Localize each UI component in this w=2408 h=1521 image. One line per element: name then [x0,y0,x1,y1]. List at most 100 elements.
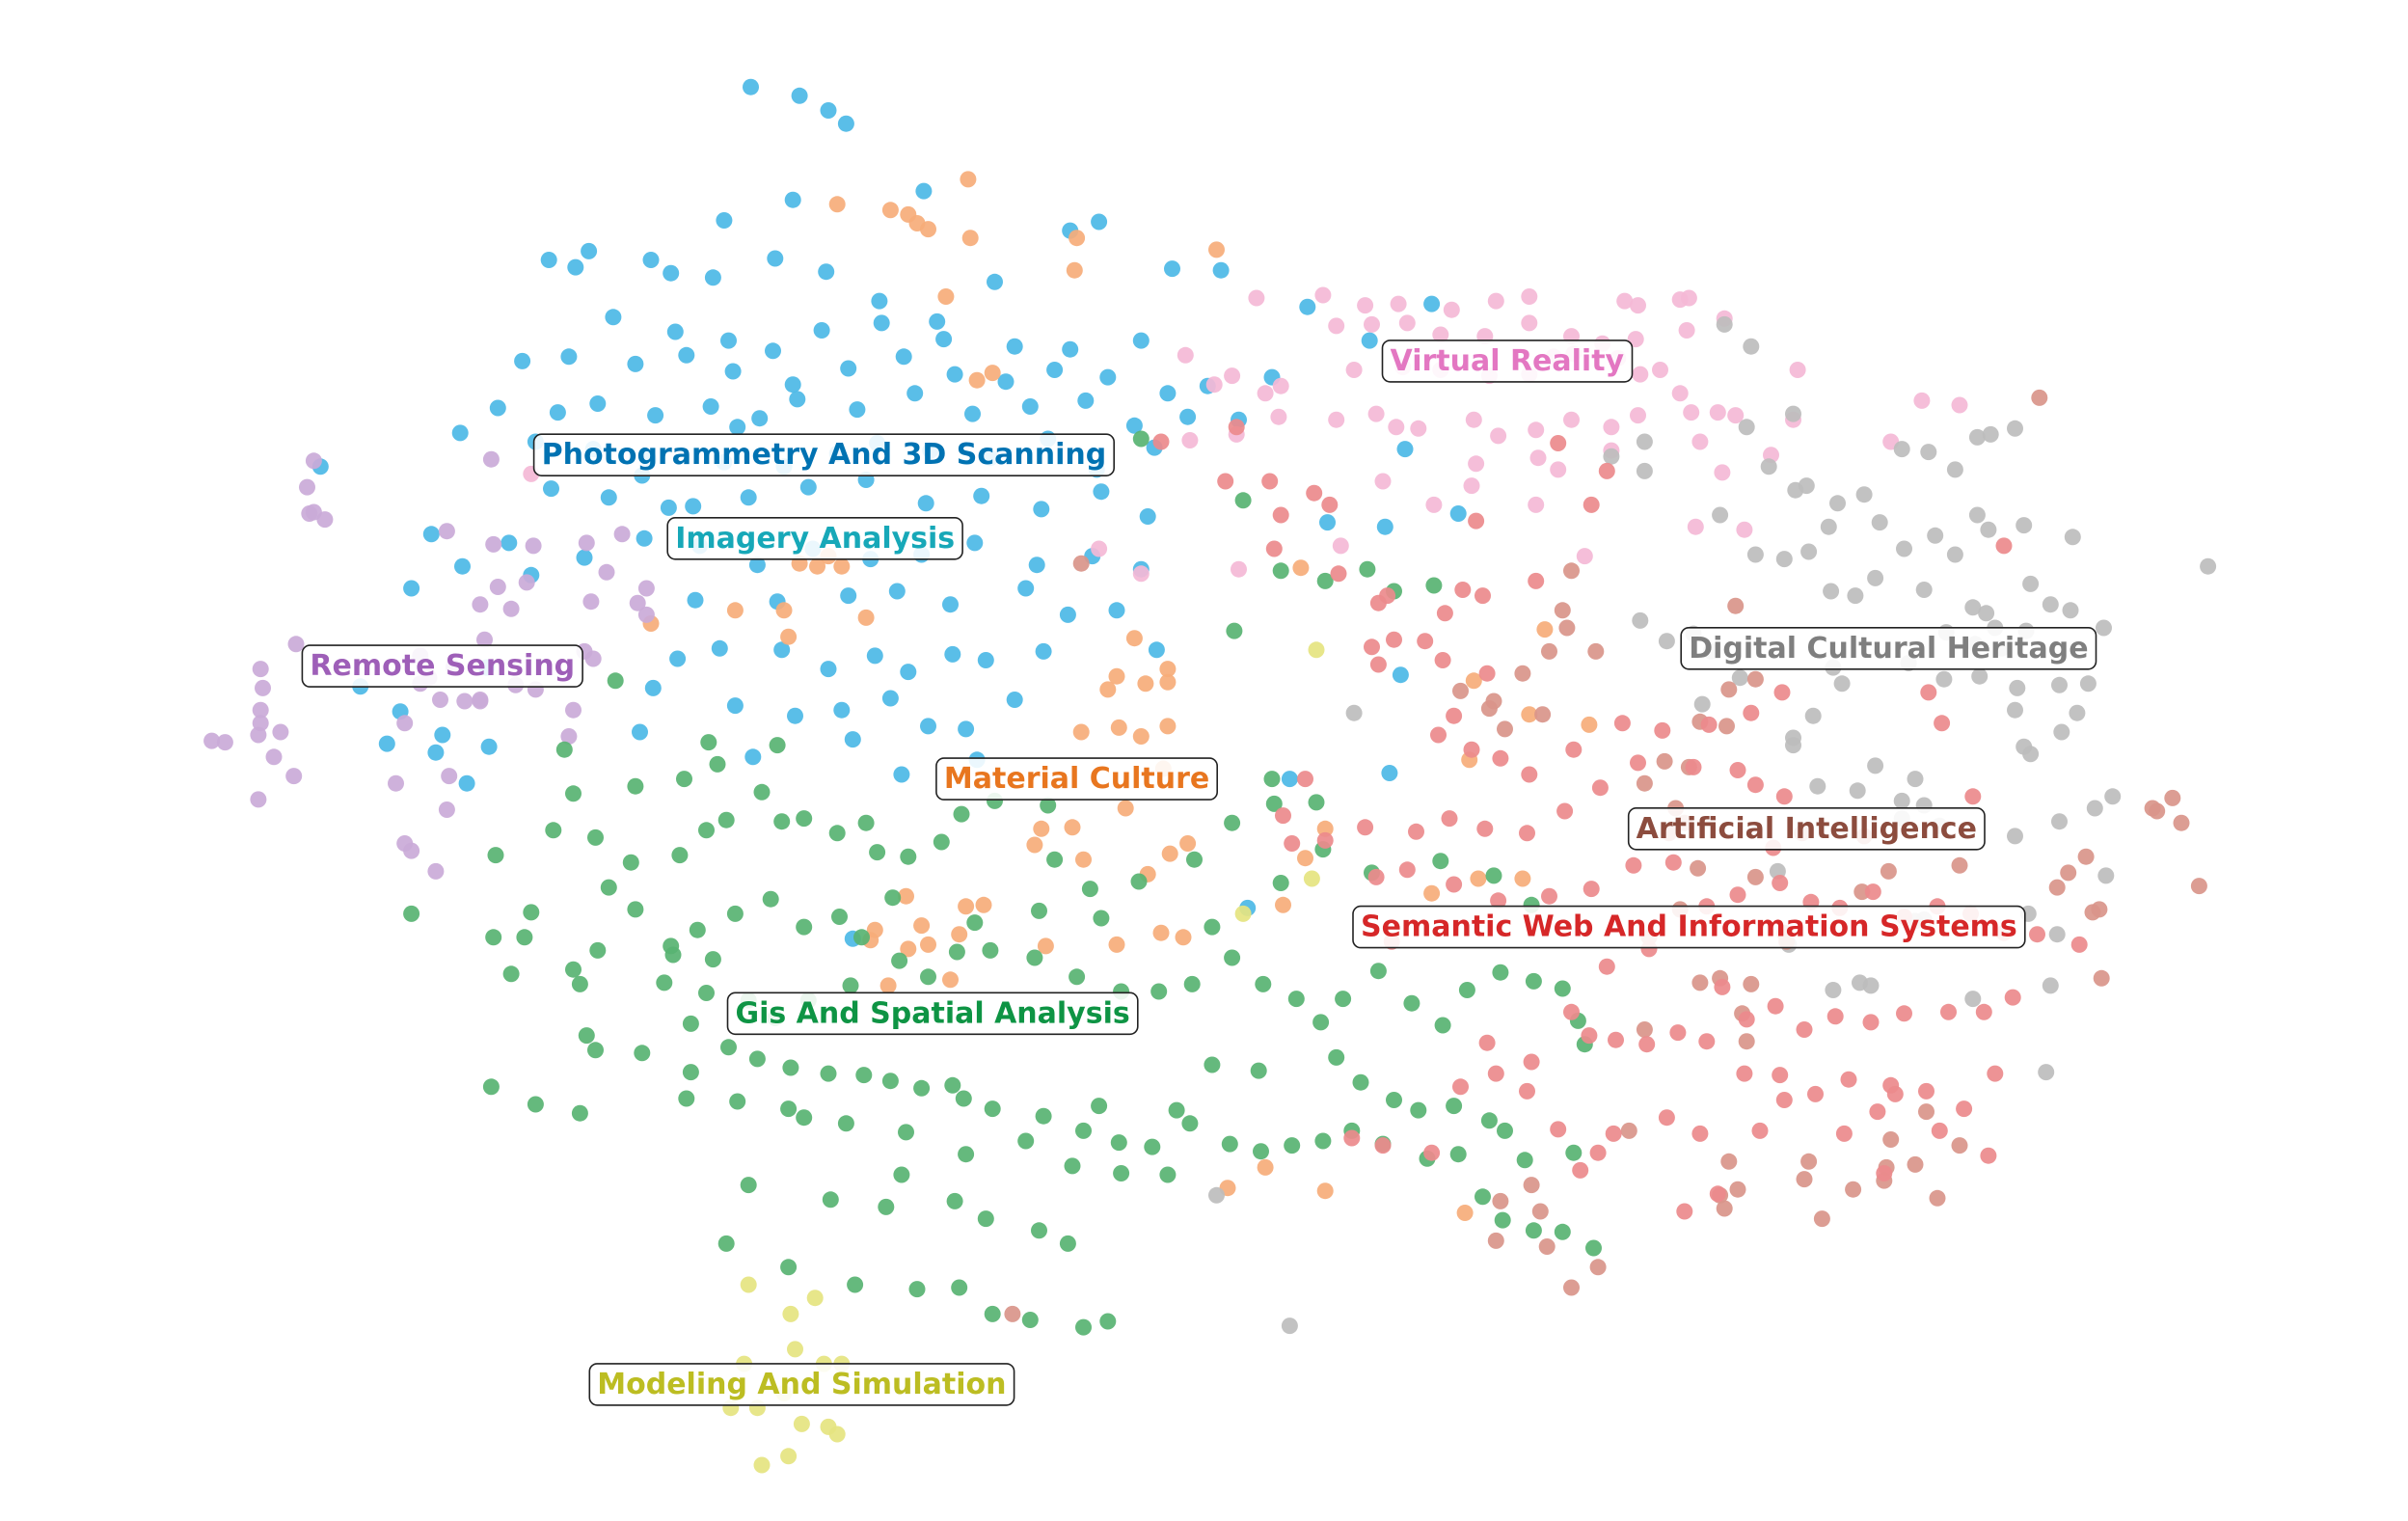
scatter-point [2164,789,2181,806]
scatter-point [1630,754,1646,772]
scatter-point [1021,398,1039,415]
scatter-point [1738,1011,1755,1028]
scatter-point [1896,540,1912,557]
scatter-point [1603,448,1620,465]
scatter-point [265,748,283,766]
scatter-point [1616,292,1634,310]
scatter-point [769,737,786,754]
scatter-point [900,940,917,958]
scatter-point [2104,788,2122,805]
scatter-point [1432,326,1449,343]
scatter-point [1494,1211,1511,1229]
cluster-label-photogrammetry-and-3d-scanning: Photogrammetry And 3D Scanning [532,433,1115,477]
scatter-point [837,1115,854,1132]
scatter-point [2062,602,2079,619]
scatter-point [1021,1312,1039,1328]
scatter-point [1554,602,1571,619]
scatter-point [1915,582,1933,598]
scatter-point [1250,1062,1267,1079]
scatter-point [2007,420,2023,437]
scatter-point [958,898,975,915]
scatter-point [1434,652,1451,668]
scatter-point [942,971,959,989]
scatter-point [840,360,857,377]
scatter-point [1929,1189,1946,1207]
scatter-point [799,478,817,496]
scatter-point [2016,517,2033,534]
scatter-point [1556,802,1574,820]
scatter-point [1700,716,1718,733]
scatter-point [1208,241,1225,258]
scatter-point [1388,419,1405,436]
scatter-point [753,783,771,801]
scatter-point [1110,719,1127,736]
scatter-point [587,1042,604,1059]
scatter-point [762,890,779,908]
scatter-point [1369,594,1387,611]
scatter-point [1396,441,1414,458]
scatter-point [472,692,489,708]
scatter-point [1729,762,1746,778]
scatter-point [1031,902,1047,919]
scatter-point [676,771,692,788]
scatter-point [1531,1203,1549,1220]
scatter-point [1275,807,1291,825]
scatter-point [589,395,607,412]
scatter-point [1931,1122,1948,1139]
scatter-point [1956,1100,1973,1118]
scatter-point [1263,771,1281,788]
scatter-point [501,534,518,552]
scatter-point [1367,405,1385,422]
scatter-point [888,583,906,600]
scatter-point [1017,1132,1035,1150]
scatter-point [1040,797,1057,814]
scatter-point [915,182,933,200]
scatter-point [1565,741,1583,758]
scatter-point [1443,301,1460,318]
scatter-point [1855,486,1873,503]
scatter-point [716,212,733,229]
scatter-point [879,977,897,994]
scatter-point [787,1341,803,1358]
scatter-point [1224,814,1241,831]
scatter-point [840,587,857,605]
scatter-point [789,391,806,408]
scatter-point [1130,873,1148,890]
scatter-point [1519,825,1535,842]
scatter-point [1364,638,1380,656]
scatter-point [977,1210,994,1228]
scatter-point [571,1104,588,1122]
scatter-point [1669,1024,1687,1042]
scatter-point [1319,514,1336,531]
scatter-point [2048,926,2066,943]
scatter-point [1470,870,1487,887]
scatter-point [1357,819,1374,836]
scatter-point [1410,1101,1427,1119]
scatter-point [605,309,622,326]
scatter-point [1204,1056,1221,1073]
scatter-point [1534,706,1552,723]
scatter-point [1392,666,1409,684]
scatter-point [1951,1137,1968,1154]
cluster-labels-layer: Photogrammetry And 3D Scanning Imagery An… [301,340,2097,1406]
cluster-label-text: Modeling And Simulation [597,1368,1006,1401]
scatter-point [796,810,813,828]
scatter-point [702,398,719,415]
scatter-point [1691,1125,1709,1142]
scatter-point [1886,1085,1904,1102]
scatter-point [1823,583,1840,600]
scatter-point [689,921,706,938]
scatter-point [1685,758,1702,775]
scatter-point [598,563,615,581]
scatter-point [966,534,984,552]
scatter-point [305,452,322,470]
scatter-point [711,639,728,657]
scatter-point [1287,991,1305,1008]
scatter-point [1934,715,1951,732]
scatter-point [873,314,890,332]
scatter-point [780,628,798,645]
scatter-point [1212,261,1230,279]
scatter-point [1492,964,1509,981]
scatter-point [682,1064,699,1081]
